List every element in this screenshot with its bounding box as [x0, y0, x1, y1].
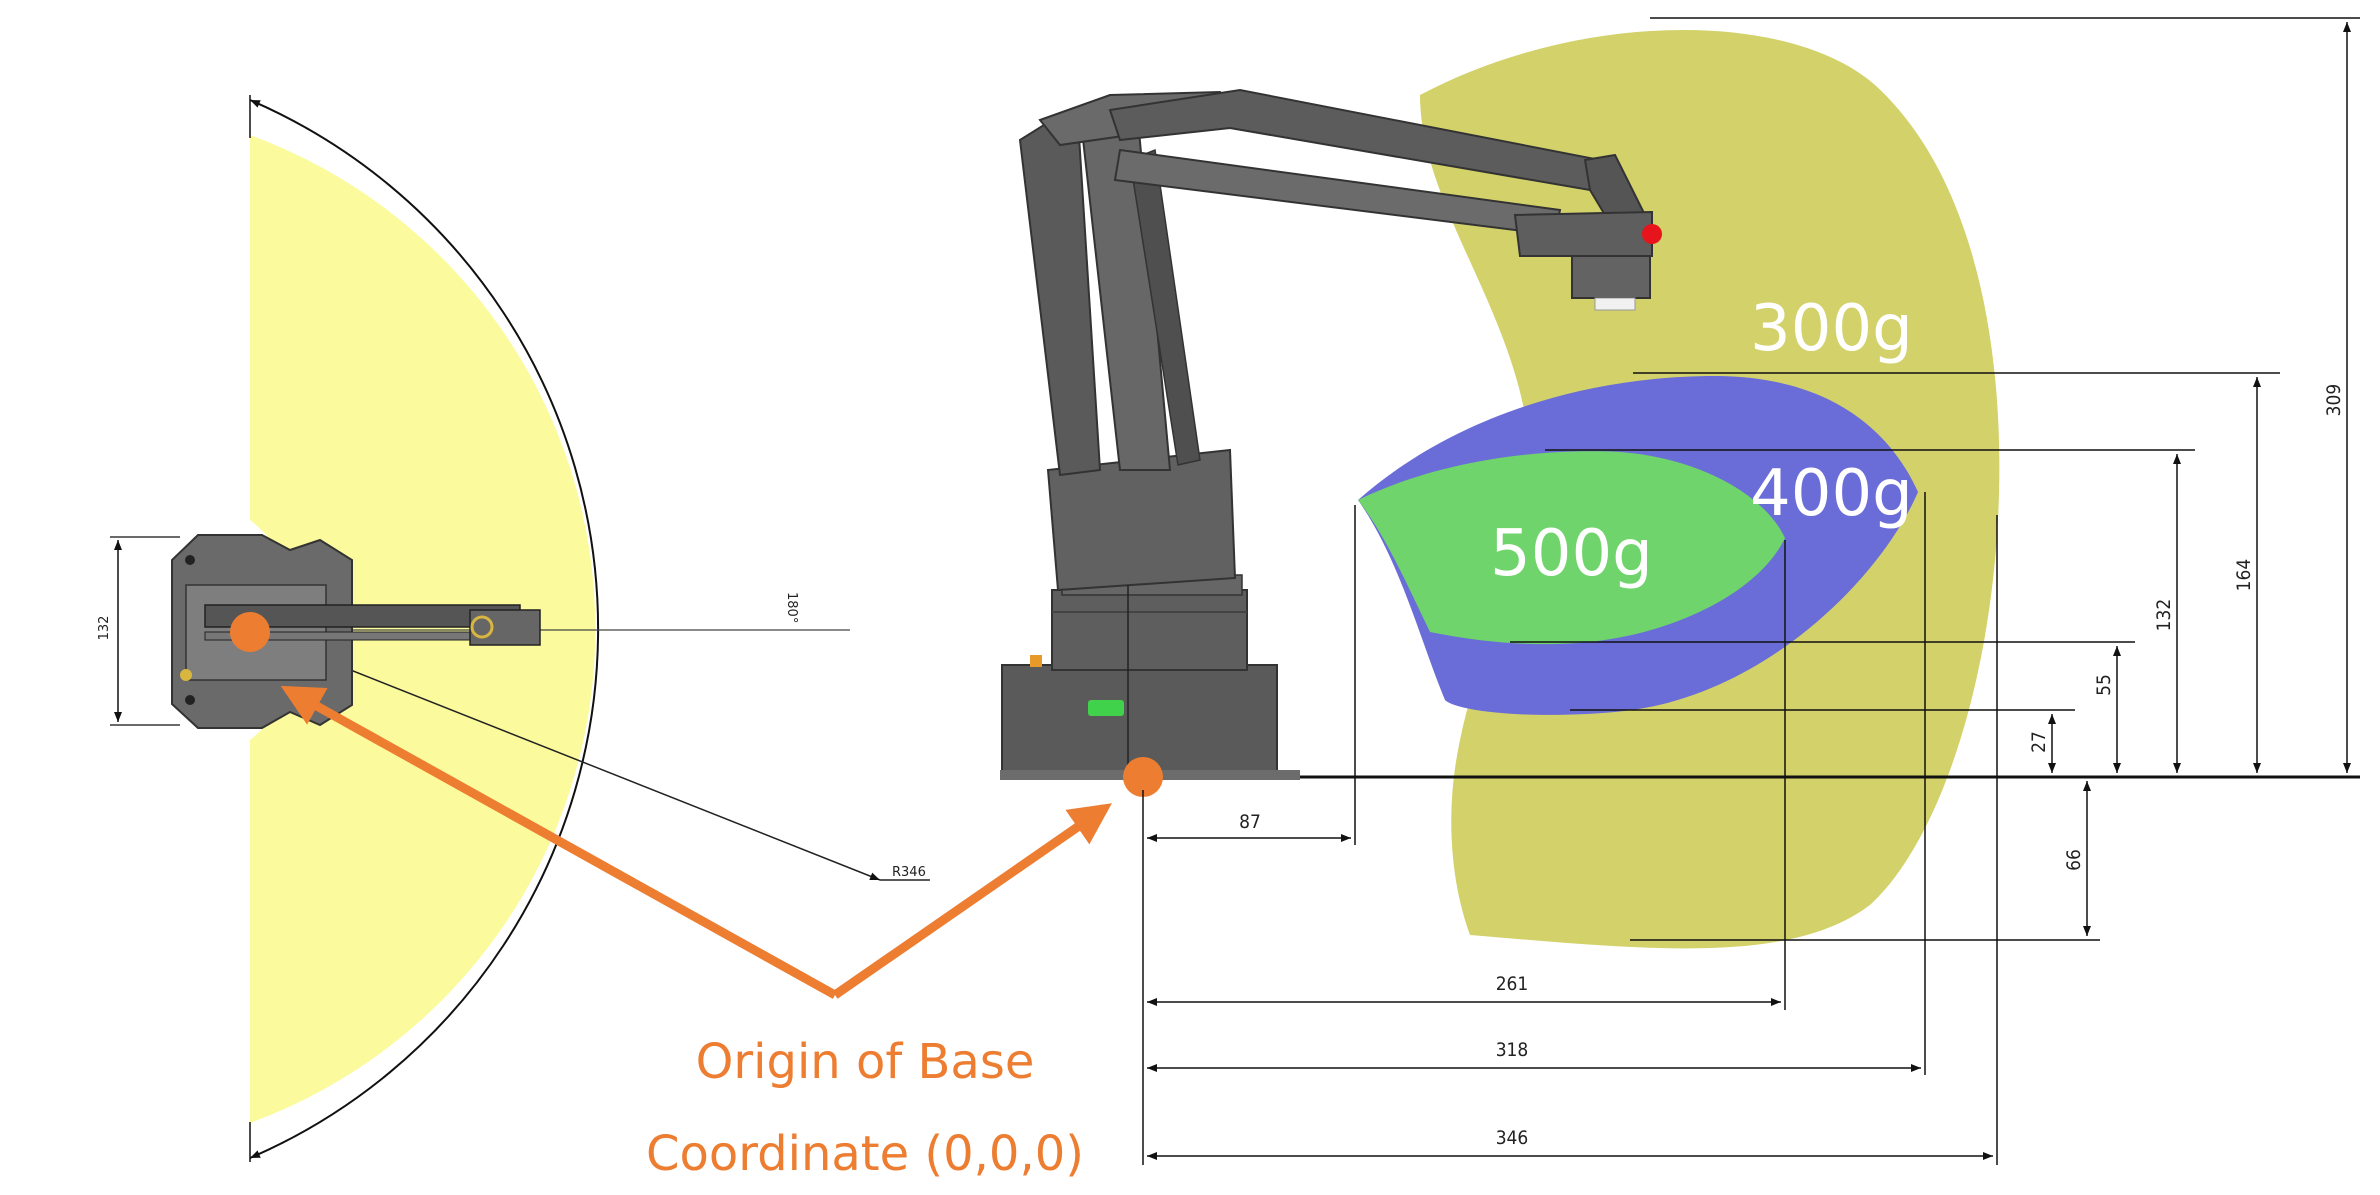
dim-27-label: 27 — [2028, 731, 2050, 753]
dim-318-label: 318 — [1496, 1039, 1529, 1061]
angle-dimension-arc — [249, 99, 600, 1159]
dim-164-label: 164 — [2233, 559, 2255, 592]
dim-55-label: 55 — [2093, 674, 2115, 696]
dim-261-label: 261 — [1496, 973, 1529, 995]
callout-arrow-to-top-view — [280, 685, 838, 999]
top-view-workspace-envelope — [250, 135, 596, 1123]
top-view: 180° R346 132 — [97, 95, 930, 1162]
dim-87-label: 87 — [1239, 811, 1261, 833]
zone-300g-label: 300g — [1750, 292, 1913, 366]
top-height-dimension-label: 132 — [97, 616, 112, 641]
radius-leader-line — [264, 635, 881, 881]
dim-346-label: 346 — [1496, 1127, 1529, 1149]
origin-callout-line1: Origin of Base — [696, 1034, 1035, 1090]
angle-dimension-label: 180° — [784, 592, 799, 623]
top-view-origin-marker — [230, 612, 270, 652]
origin-callout-line2: Coordinate (0,0,0) — [646, 1126, 1084, 1182]
dim-309-label: 309 — [2323, 384, 2345, 417]
dim-66-label: 66 — [2063, 849, 2085, 871]
zone-500g-area — [1358, 451, 1785, 645]
side-view: 300g 400g 500g — [1000, 17, 2360, 1165]
callout-arrow-to-side-view — [832, 803, 1112, 999]
origin-callout: Origin of Base Coordinate (0,0,0) — [280, 685, 1112, 1182]
end-effector-dot — [1642, 224, 1662, 244]
side-view-origin-marker — [1123, 757, 1163, 797]
dim-132-label: 132 — [2153, 599, 2175, 632]
zone-400g-label: 400g — [1750, 457, 1913, 531]
zone-500g-label: 500g — [1490, 517, 1653, 591]
radius-dimension-label: R346 — [892, 865, 926, 880]
robot-top-view — [171, 534, 541, 729]
